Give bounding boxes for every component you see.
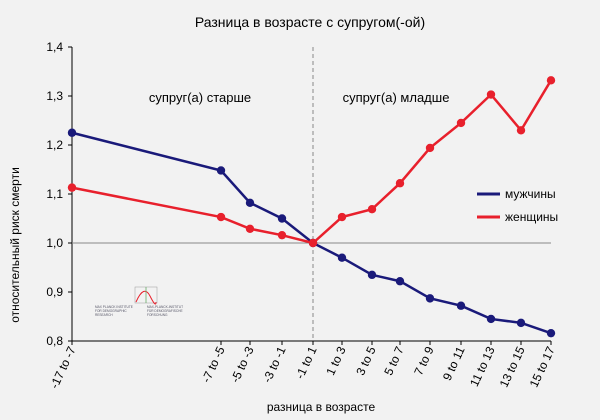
series-0-point xyxy=(425,294,435,303)
logo-emblem-icon xyxy=(134,286,158,305)
logo-text-left-3: RESEARCH xyxy=(95,313,113,317)
max-planck-logo: MAX PLANCK INSTITUTE FOR DEMOGRAPHIC RES… xyxy=(95,286,183,317)
annotation-spouse-older: супруг(а) старше xyxy=(149,90,251,105)
x-tick-label: -5 to -3 xyxy=(228,344,257,385)
chart-title: Разница в возрасте с супругом(-ой) xyxy=(195,14,425,30)
y-tick-label: 1,2 xyxy=(46,138,63,152)
series-0-point xyxy=(67,128,77,137)
series-1-point xyxy=(425,143,435,153)
x-tick-label: -17 to -7 xyxy=(47,344,79,391)
axes: 0,8 0,9 1,0 1,1 1,2 1,3 1,4 -17 to -7 -7 to -5 -5… xyxy=(46,40,558,391)
x-tick-label: 7 to 9 xyxy=(411,344,437,377)
series-1-point xyxy=(367,204,377,214)
logo-text-left-2: FOR DEMOGRAPHIC xyxy=(95,309,127,313)
series-0-point xyxy=(245,198,255,208)
y-axis-label: относительный риск смерти xyxy=(8,167,22,323)
series-1-point xyxy=(486,90,496,99)
legend-label-women: женщины xyxy=(505,210,558,224)
y-tick-label: 0,9 xyxy=(46,285,63,299)
series-1-point xyxy=(546,76,556,85)
series-1-point xyxy=(516,126,526,135)
x-tick-label: 13 to 15 xyxy=(497,344,528,390)
series-1-point xyxy=(277,230,287,240)
series-1-point xyxy=(337,212,347,222)
series-1-point xyxy=(67,183,77,192)
series-0-point xyxy=(395,277,405,286)
series-1-point xyxy=(216,212,226,222)
series-0-point xyxy=(546,328,556,338)
logo-text-right-3: FORSCHUNG xyxy=(147,313,168,317)
x-tick-label: -1 to 1 xyxy=(293,344,320,381)
series-line-1 xyxy=(71,79,553,245)
series-0-point xyxy=(456,301,466,310)
y-tick-label: 1,3 xyxy=(46,89,63,103)
series-0-point xyxy=(516,318,526,328)
legend: мужчины женщины xyxy=(477,187,558,224)
y-tick-label: 1,4 xyxy=(46,40,63,54)
logo-text-right-1: MAX-PLANCK-INSTITUT xyxy=(147,305,183,309)
logo-text-right-2: FÜR DEMOGRAFISCHE xyxy=(147,309,183,313)
x-tick-label: -7 to -5 xyxy=(199,344,228,385)
x-tick-label: -3 to -1 xyxy=(260,344,289,385)
x-tick-label: 3 to 5 xyxy=(353,344,379,377)
series-0-point xyxy=(277,214,287,223)
annotation-spouse-younger: супруг(а) младше xyxy=(343,90,450,105)
x-tick-label: 5 to 7 xyxy=(381,344,407,377)
series-1-point xyxy=(245,224,255,233)
series-1-point xyxy=(308,238,318,248)
legend-label-men: мужчины xyxy=(505,187,556,201)
series-1-point xyxy=(395,179,405,188)
series-0-point xyxy=(216,166,226,175)
series-0-point xyxy=(486,314,496,324)
x-axis-label: разница в возрасте xyxy=(267,400,376,414)
x-tick-label: 11 to 13 xyxy=(467,344,498,389)
x-tick-label: 9 to 11 xyxy=(440,344,468,383)
y-tick-label: 1,0 xyxy=(46,236,63,250)
y-tick-label: 0,8 xyxy=(46,334,63,348)
series-1-point xyxy=(456,118,466,128)
logo-text-left-1: MAX PLANCK INSTITUTE xyxy=(95,305,133,309)
x-tick-label: 15 to 17 xyxy=(527,344,558,390)
y-tick-label: 1,1 xyxy=(46,187,63,201)
series-0-point xyxy=(367,270,377,280)
series-group xyxy=(67,76,556,338)
x-tick-label: 1 to 3 xyxy=(323,344,349,377)
series-0-point xyxy=(337,253,347,262)
